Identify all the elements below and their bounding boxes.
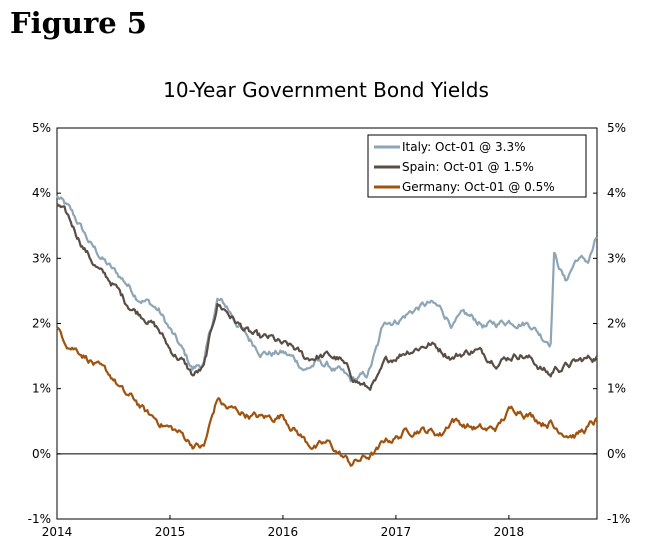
series-line-italy	[56, 195, 598, 383]
y-tick-label-left: 4%	[32, 186, 51, 200]
legend: Italy: Oct-01 @ 3.3% Spain: Oct-01 @ 1.5%…	[367, 134, 587, 198]
y-tick-label-left: 3%	[32, 251, 51, 265]
x-tick-label: 2016	[268, 525, 299, 539]
y-tick-label-left: 1%	[32, 382, 51, 396]
legend-label-spain: Spain: Oct-01 @ 1.5%	[402, 160, 534, 174]
x-tick-label: 2018	[494, 525, 525, 539]
y-tick-label-right: 4%	[607, 186, 626, 200]
y-tick-label-right: 0%	[607, 447, 626, 461]
series-line-spain	[56, 203, 598, 391]
y-tick-label-left: 5%	[32, 121, 51, 135]
legend-label-germany: Germany: Oct-01 @ 0.5%	[402, 180, 555, 194]
y-tick-label-left: 2%	[32, 317, 51, 331]
x-tick-label: 2015	[155, 525, 186, 539]
y-tick-label-right: -1%	[607, 512, 630, 526]
y-tick-label-right: 3%	[607, 251, 626, 265]
legend-label-italy: Italy: Oct-01 @ 3.3%	[402, 140, 525, 154]
y-tick-label-left: 0%	[32, 447, 51, 461]
y-tick-label-right: 5%	[607, 121, 626, 135]
x-tick-label: 2014	[42, 525, 73, 539]
y-tick-label-right: 2%	[607, 317, 626, 331]
x-tick-label: 2017	[381, 525, 412, 539]
series-line-germany	[56, 327, 599, 467]
chart-title: 10-Year Government Bond Yields	[163, 78, 489, 102]
y-tick-label-right: 1%	[607, 382, 626, 396]
legend-box	[367, 134, 587, 198]
y-tick-label-left: -1%	[28, 512, 51, 526]
figure-label: Figure 5	[10, 6, 147, 40]
